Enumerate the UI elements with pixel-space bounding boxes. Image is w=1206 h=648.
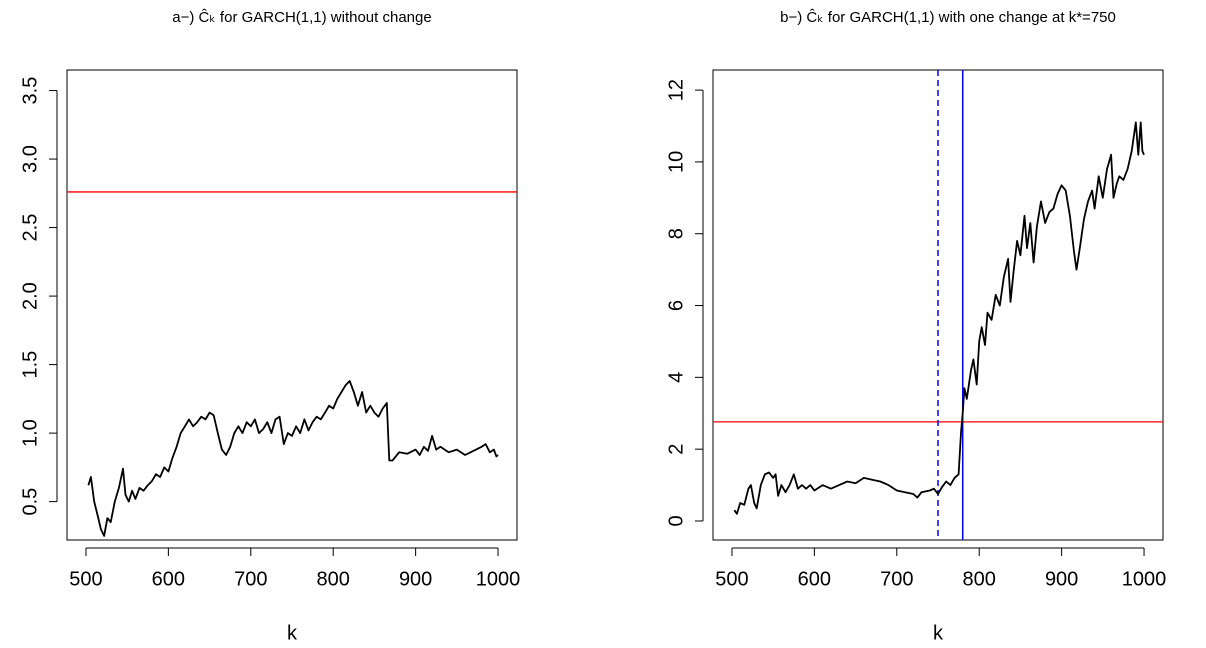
x-tick-label: 500 bbox=[69, 568, 102, 590]
y-tick-label: 3.0 bbox=[19, 145, 41, 173]
y-tick-label: 1.0 bbox=[19, 419, 41, 447]
y-tick-label: 1.5 bbox=[19, 351, 41, 379]
y-tick-label: 6 bbox=[665, 300, 687, 311]
x-tick-label: 700 bbox=[880, 568, 913, 590]
y-tick-label: 10 bbox=[665, 151, 687, 173]
chart-title: b−) Ĉₖ for GARCH(1,1) with one change at… bbox=[780, 9, 1116, 26]
x-tick-label: 500 bbox=[715, 568, 748, 590]
data-line bbox=[733, 121, 1145, 515]
x-tick-label: 1000 bbox=[476, 568, 521, 590]
plot-box bbox=[66, 69, 518, 541]
x-tick-label: 900 bbox=[399, 568, 432, 590]
y-tick-label: 3.5 bbox=[19, 77, 41, 105]
x-tick-label: 600 bbox=[798, 568, 831, 590]
x-tick-label: 600 bbox=[152, 568, 185, 590]
y-tick-label: 8 bbox=[665, 228, 687, 239]
y-tick-label: 0 bbox=[665, 515, 687, 526]
y-tick-label: 4 bbox=[665, 372, 687, 383]
x-axis-label: k bbox=[933, 622, 944, 644]
y-tick-label: 2.5 bbox=[19, 214, 41, 242]
data-line bbox=[87, 380, 499, 537]
y-tick-label: 12 bbox=[665, 79, 687, 101]
chart-title: a−) Ĉₖ for GARCH(1,1) without change bbox=[172, 9, 431, 26]
x-tick-label: 800 bbox=[317, 568, 350, 590]
y-tick-label: 2.0 bbox=[19, 282, 41, 310]
x-tick-label: 700 bbox=[234, 568, 267, 590]
x-tick-label: 800 bbox=[963, 568, 996, 590]
x-tick-label: 900 bbox=[1045, 568, 1078, 590]
y-tick-label: 0.5 bbox=[19, 488, 41, 516]
x-tick-label: 1000 bbox=[1122, 568, 1167, 590]
y-tick-label: 2 bbox=[665, 444, 687, 455]
x-axis-label: k bbox=[287, 622, 298, 644]
